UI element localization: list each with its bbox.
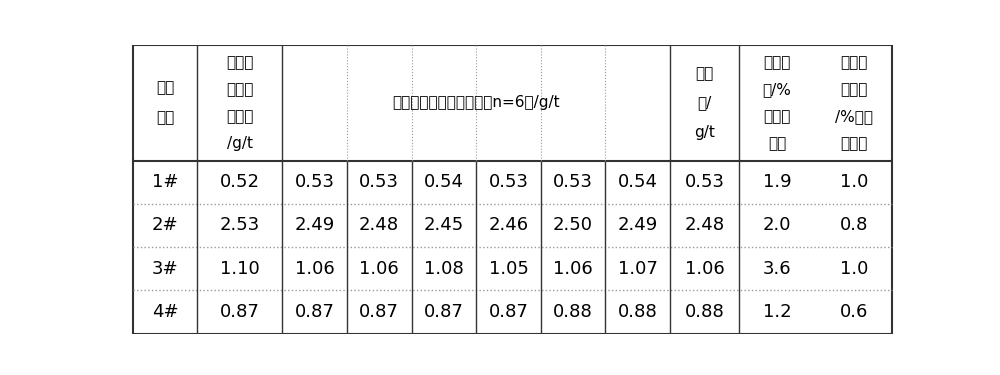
Text: 0.87: 0.87 <box>220 303 260 321</box>
Text: 2.49: 2.49 <box>618 216 658 234</box>
Text: 1.05: 1.05 <box>489 260 528 278</box>
Text: 0.87: 0.87 <box>489 303 528 321</box>
Text: 1.06: 1.06 <box>359 260 399 278</box>
Text: 本发明的方法钯测定值（n=6）/g/t: 本发明的方法钯测定值（n=6）/g/t <box>392 95 560 110</box>
Text: 1.9: 1.9 <box>763 173 791 191</box>
Text: 样品
名称: 样品 名称 <box>156 81 174 125</box>
Text: 0.88: 0.88 <box>553 303 593 321</box>
Text: 2.53: 2.53 <box>220 216 260 234</box>
Text: 相对标
准偏差
/%（精
密度）: 相对标 准偏差 /%（精 密度） <box>835 55 873 151</box>
Text: 2#: 2# <box>152 216 178 234</box>
Text: 0.88: 0.88 <box>685 303 724 321</box>
Text: 1#: 1# <box>152 173 178 191</box>
Text: 2.46: 2.46 <box>488 216 529 234</box>
Text: 0.52: 0.52 <box>220 173 260 191</box>
Text: 2.48: 2.48 <box>359 216 399 234</box>
Text: 0.53: 0.53 <box>295 173 335 191</box>
Text: 2.48: 2.48 <box>684 216 724 234</box>
Text: 0.53: 0.53 <box>359 173 399 191</box>
Text: 3.6: 3.6 <box>763 260 791 278</box>
Text: 0.54: 0.54 <box>424 173 464 191</box>
Text: 相对误
差/%
（准确
度）: 相对误 差/% （准确 度） <box>763 55 792 151</box>
Text: 2.50: 2.50 <box>553 216 593 234</box>
Text: 0.88: 0.88 <box>618 303 658 321</box>
Text: 0.87: 0.87 <box>295 303 334 321</box>
Text: 0.53: 0.53 <box>684 173 724 191</box>
Text: 0.54: 0.54 <box>618 173 658 191</box>
Text: 1.0: 1.0 <box>840 173 868 191</box>
Text: 2.49: 2.49 <box>294 216 335 234</box>
Text: 0.53: 0.53 <box>488 173 528 191</box>
Text: 0.87: 0.87 <box>424 303 464 321</box>
Text: 1.06: 1.06 <box>553 260 593 278</box>
Text: 2.0: 2.0 <box>763 216 791 234</box>
Text: 0.6: 0.6 <box>840 303 868 321</box>
Text: 1.0: 1.0 <box>840 260 868 278</box>
Text: 1.06: 1.06 <box>295 260 334 278</box>
Text: 1.07: 1.07 <box>618 260 658 278</box>
Text: 1.2: 1.2 <box>763 303 791 321</box>
Text: 1.10: 1.10 <box>220 260 260 278</box>
Text: 4#: 4# <box>152 303 178 321</box>
Text: 1.08: 1.08 <box>424 260 464 278</box>
Text: 0.87: 0.87 <box>359 303 399 321</box>
Text: 0.53: 0.53 <box>553 173 593 191</box>
Text: 3#: 3# <box>152 260 178 278</box>
Text: 0.8: 0.8 <box>840 216 868 234</box>
Text: 2.45: 2.45 <box>424 216 464 234</box>
Text: 平均
值/
g/t: 平均 值/ g/t <box>694 66 715 140</box>
Text: 萃取分
离法钯
测定值
/g/t: 萃取分 离法钯 测定值 /g/t <box>226 55 253 151</box>
Text: 1.06: 1.06 <box>685 260 724 278</box>
